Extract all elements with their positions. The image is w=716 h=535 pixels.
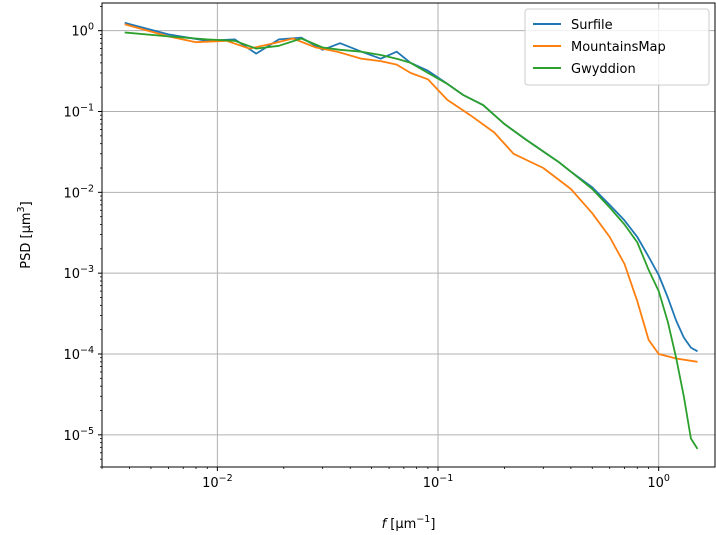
y-tick-label: 10−2	[63, 183, 94, 201]
y-tick-label: 10−3	[63, 264, 94, 282]
series-lines	[124, 21, 699, 450]
y-tick-label: 10−5	[63, 426, 94, 444]
y-tick-label: 10−4	[63, 345, 94, 363]
legend-label-surfile: Surfile	[571, 18, 613, 33]
y-tick-label: 100	[71, 22, 94, 40]
legend-box	[524, 8, 710, 86]
x-tick-label: 10−1	[423, 473, 454, 491]
series-line-gwyddion	[124, 31, 699, 450]
legend-label-gwyddion: Gwyddion	[571, 62, 636, 77]
ticks: 10−2 10−1 100 10−5 10−4 10−3 10−2 10−1 100	[63, 5, 670, 491]
legend: Surfile MountainsMap Gwyddion	[524, 8, 710, 86]
x-tick-label: 10−2	[202, 473, 233, 491]
y-tick-label: 10−1	[63, 103, 94, 121]
series-line-mountainsmap	[124, 23, 698, 363]
legend-label-mountainsmap: MountainsMap	[571, 40, 666, 55]
x-tick-label: 100	[647, 473, 670, 491]
y-axis-label: PSD [µm3]	[16, 201, 34, 268]
x-axis-label: f [µm−1]	[382, 514, 436, 532]
